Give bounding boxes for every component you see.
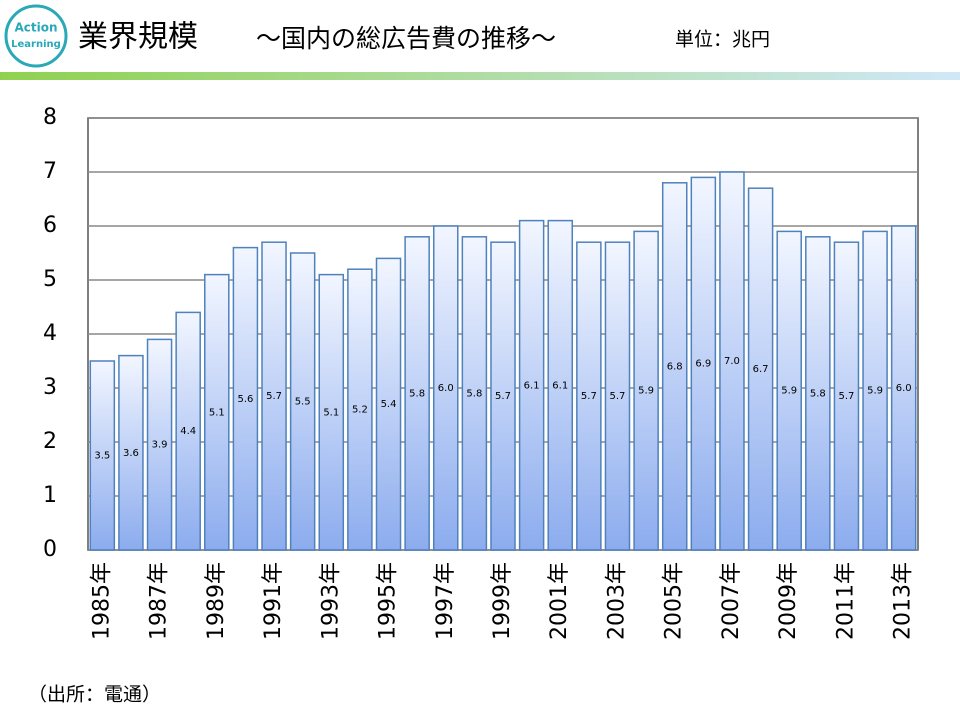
value-label: 6.0 <box>438 383 454 394</box>
x-tick-label: 2007年 <box>719 562 744 640</box>
bar <box>805 236 831 551</box>
value-label: 6.1 <box>524 380 540 391</box>
x-tick-label: 1989年 <box>204 562 229 640</box>
value-label: 5.7 <box>581 391 597 402</box>
x-tick-label: 1985年 <box>89 562 114 640</box>
value-label: 5.9 <box>638 386 654 397</box>
value-label: 3.6 <box>123 448 139 459</box>
value-label: 5.8 <box>466 388 482 399</box>
value-label: 5.9 <box>867 386 883 397</box>
bar <box>261 241 287 551</box>
bar <box>890 225 917 551</box>
bar <box>576 241 602 551</box>
x-tick-label: 1993年 <box>318 562 343 640</box>
value-label: 5.2 <box>352 405 368 416</box>
bar <box>404 236 430 551</box>
x-tick-label: 1991年 <box>261 562 286 640</box>
value-label: 4.4 <box>180 426 196 437</box>
bar <box>289 252 316 551</box>
y-tick-label: 7 <box>43 159 57 184</box>
value-label: 5.8 <box>810 388 826 399</box>
value-label: 5.5 <box>295 397 311 408</box>
bar <box>375 257 402 551</box>
bar <box>318 273 345 551</box>
value-label: 6.1 <box>552 380 568 391</box>
value-label: 3.5 <box>94 451 110 462</box>
value-label: 5.7 <box>266 391 282 402</box>
bar <box>661 182 688 551</box>
bar <box>633 230 659 551</box>
y-tick-label: 6 <box>43 213 57 238</box>
value-label: 5.1 <box>323 407 339 418</box>
bar <box>490 241 516 551</box>
value-label: 6.0 <box>896 383 912 394</box>
header-rule <box>0 72 960 80</box>
bar <box>862 230 888 551</box>
bar <box>547 219 574 551</box>
bar <box>604 241 631 551</box>
bar <box>175 311 201 551</box>
x-tick-label: 1997年 <box>433 562 458 640</box>
x-tick-label: 2005年 <box>662 562 687 640</box>
bar <box>776 230 802 551</box>
x-tick-label: 1987年 <box>147 562 172 640</box>
bar <box>432 225 459 551</box>
bar <box>118 354 144 551</box>
value-label: 5.8 <box>409 388 425 399</box>
unit-label: 単位：兆円 <box>675 29 770 51</box>
value-label: 6.9 <box>695 359 711 370</box>
y-tick-label: 5 <box>43 267 57 292</box>
bar <box>204 273 230 551</box>
logo-text: Learning <box>11 39 61 50</box>
value-label: 7.0 <box>724 356 740 367</box>
value-label: 5.4 <box>381 399 397 410</box>
x-tick-label: 1999年 <box>490 562 515 640</box>
value-label: 5.7 <box>495 391 511 402</box>
value-label: 6.8 <box>667 361 683 372</box>
value-label: 5.9 <box>781 386 797 397</box>
value-label: 6.7 <box>753 364 769 375</box>
value-label: 5.7 <box>610 391 626 402</box>
x-tick-label: 2001年 <box>547 562 572 640</box>
value-label: 3.9 <box>152 440 168 451</box>
bar <box>146 338 173 551</box>
bar <box>518 219 545 551</box>
bar <box>719 171 745 551</box>
y-tick-label: 4 <box>43 321 57 346</box>
y-tick-label: 8 <box>43 105 57 130</box>
y-tick-label: 0 <box>43 537 57 562</box>
logo <box>4 4 68 68</box>
logo-text: Action <box>14 21 57 35</box>
x-tick-label: 2011年 <box>833 562 858 640</box>
slide-subtitle: ～国内の総広告費の推移～ <box>256 24 556 53</box>
x-tick-label: 2009年 <box>776 562 801 640</box>
bar <box>232 246 259 551</box>
bar <box>461 236 488 551</box>
y-tick-label: 2 <box>43 429 57 454</box>
x-tick-label: 2013年 <box>891 562 916 640</box>
bar <box>347 268 373 551</box>
bar <box>89 360 116 551</box>
y-tick-label: 3 <box>43 375 57 400</box>
value-label: 5.7 <box>838 391 854 402</box>
bar <box>833 241 860 551</box>
bar <box>690 176 717 551</box>
slide-title: 業界規模 <box>78 20 198 55</box>
source-note: （出所：電通） <box>28 684 161 706</box>
bar <box>747 187 774 551</box>
x-tick-label: 1995年 <box>376 562 401 640</box>
y-tick-label: 1 <box>43 483 57 508</box>
value-label: 5.6 <box>237 394 253 405</box>
x-tick-label: 2003年 <box>604 562 629 640</box>
value-label: 5.1 <box>209 407 225 418</box>
